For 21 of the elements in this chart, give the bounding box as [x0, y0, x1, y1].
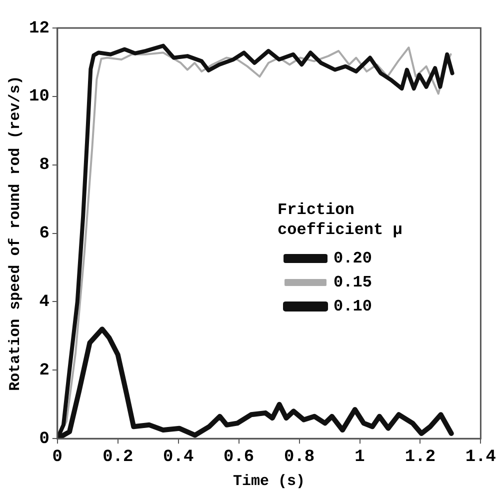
x-tick-label: 0 [52, 448, 63, 468]
y-tick-label: 10 [28, 88, 50, 107]
y-axis-title: Rotation speed of round rod (rev/s) [6, 76, 24, 391]
legend-label: 0.20 [334, 249, 372, 268]
legend-label: 0.10 [334, 297, 372, 316]
legend-label: 0.15 [334, 273, 372, 292]
x-tick-label: 1.4 [465, 448, 496, 468]
y-tick-label: 4 [39, 293, 50, 312]
legend-title: Friction coefficient μ [278, 200, 402, 240]
y-tick-label: 12 [28, 19, 50, 38]
y-tick-label: 8 [39, 156, 50, 176]
x-tick-label: 0.8 [284, 448, 315, 468]
y-tick-label: 2 [39, 361, 50, 380]
x-tick-label: 1.2 [404, 448, 436, 468]
x-tick-label: 0.6 [224, 448, 254, 468]
x-tick-label: 1 [354, 448, 365, 468]
y-tick-label: 0 [39, 430, 50, 449]
y-tick-label: 6 [39, 224, 50, 244]
x-tick-label: 0.4 [163, 448, 194, 468]
x-axis-title: Time (s) [233, 472, 306, 490]
x-tick-label: 0.2 [102, 448, 134, 468]
